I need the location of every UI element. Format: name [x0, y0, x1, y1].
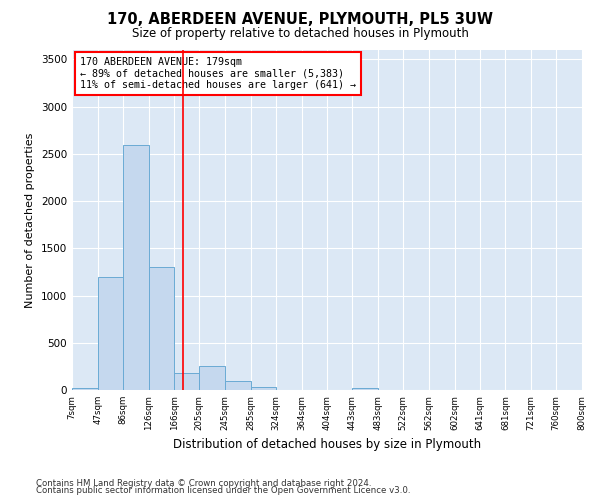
Text: Size of property relative to detached houses in Plymouth: Size of property relative to detached ho… — [131, 28, 469, 40]
Bar — [72, 388, 98, 390]
Text: 170, ABERDEEN AVENUE, PLYMOUTH, PL5 3UW: 170, ABERDEEN AVENUE, PLYMOUTH, PL5 3UW — [107, 12, 493, 28]
Text: 170 ABERDEEN AVENUE: 179sqm
← 89% of detached houses are smaller (5,383)
11% of : 170 ABERDEEN AVENUE: 179sqm ← 89% of det… — [80, 57, 356, 90]
Text: Contains public sector information licensed under the Open Government Licence v3: Contains public sector information licen… — [36, 486, 410, 495]
X-axis label: Distribution of detached houses by size in Plymouth: Distribution of detached houses by size … — [173, 438, 481, 451]
Bar — [251, 387, 276, 390]
Bar — [98, 276, 123, 390]
Bar — [123, 146, 149, 390]
Bar — [199, 366, 225, 390]
Y-axis label: Number of detached properties: Number of detached properties — [25, 132, 35, 308]
Text: Contains HM Land Registry data © Crown copyright and database right 2024.: Contains HM Land Registry data © Crown c… — [36, 478, 371, 488]
Bar — [225, 380, 251, 390]
Bar — [352, 388, 378, 390]
Bar — [149, 267, 174, 390]
Bar — [174, 373, 199, 390]
